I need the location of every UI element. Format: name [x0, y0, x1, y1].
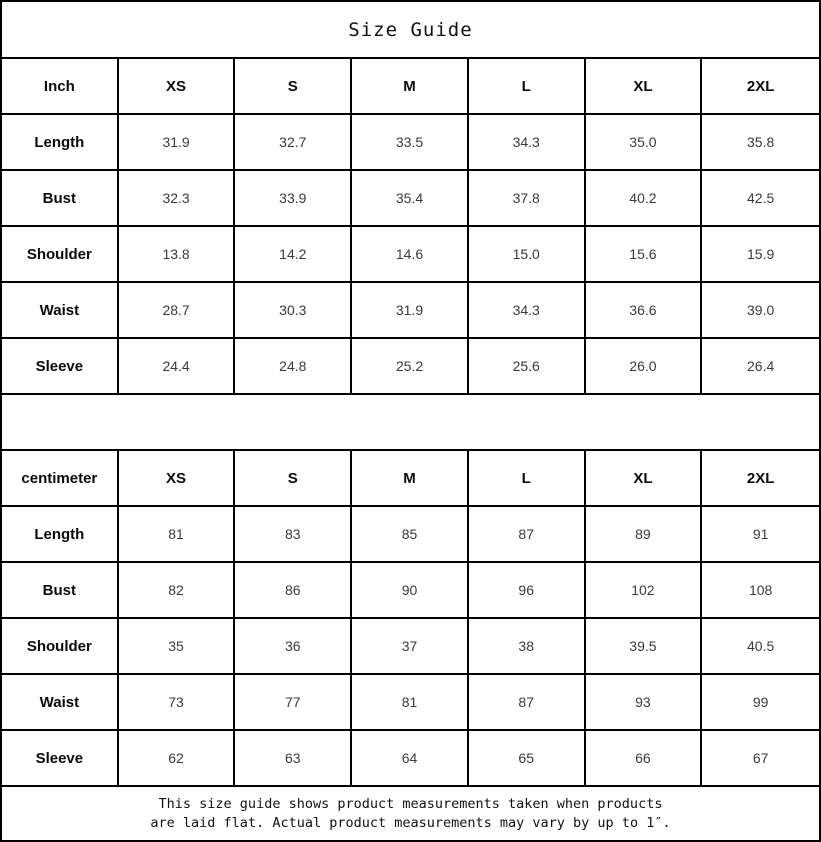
row-label-waist: Waist	[2, 283, 119, 339]
measurement-cell: 40.2	[585, 171, 703, 227]
measurement-cell: 15.0	[468, 227, 586, 283]
footer-note-line2: are laid flat. Actual product measuremen…	[150, 814, 671, 831]
measurement-cell: 14.6	[352, 227, 469, 283]
measurement-cell: 35.8	[702, 115, 819, 171]
inch-table: Inch XS S M L XL 2XL Length 31.9 32.7 33…	[2, 59, 819, 395]
measurement-cell: 35.0	[585, 115, 703, 171]
measurement-cell: 37	[352, 619, 469, 675]
measurement-cell: 89	[585, 507, 703, 563]
size-header-xs: XS	[118, 59, 236, 115]
measurement-cell: 102	[585, 563, 703, 619]
footer-note-line1: This size guide shows product measuremen…	[158, 795, 663, 812]
measurement-cell: 65	[468, 731, 586, 787]
measurement-cell: 30.3	[235, 283, 353, 339]
page-title: Size Guide	[2, 2, 819, 59]
measurement-cell: 90	[352, 563, 469, 619]
measurement-cell: 33.9	[235, 171, 353, 227]
measurement-cell: 66	[585, 731, 703, 787]
measurement-cell: 33.5	[352, 115, 469, 171]
measurement-cell: 39.0	[702, 283, 819, 339]
measurement-cell: 26.0	[585, 339, 703, 395]
size-header-m: M	[352, 451, 469, 507]
measurement-cell: 13.8	[118, 227, 236, 283]
measurement-cell: 87	[468, 507, 586, 563]
measurement-cell: 34.3	[468, 283, 586, 339]
table-spacer	[2, 395, 819, 451]
measurement-cell: 38	[468, 619, 586, 675]
measurement-cell: 15.6	[585, 227, 703, 283]
size-header-l: L	[468, 59, 586, 115]
measurement-cell: 73	[118, 675, 236, 731]
measurement-cell: 62	[118, 731, 236, 787]
size-header-s: S	[235, 451, 353, 507]
measurement-cell: 86	[235, 563, 353, 619]
measurement-cell: 67	[702, 731, 819, 787]
measurement-cell: 40.5	[702, 619, 819, 675]
measurement-cell: 108	[702, 563, 819, 619]
measurement-cell: 87	[468, 675, 586, 731]
measurement-cell: 37.8	[468, 171, 586, 227]
row-label-length: Length	[2, 115, 119, 171]
measurement-cell: 81	[352, 675, 469, 731]
measurement-cell: 42.5	[702, 171, 819, 227]
measurement-cell: 34.3	[468, 115, 586, 171]
measurement-cell: 63	[235, 731, 353, 787]
measurement-cell: 32.3	[118, 171, 236, 227]
measurement-cell: 99	[702, 675, 819, 731]
row-label-length: Length	[2, 507, 119, 563]
measurement-cell: 35.4	[352, 171, 469, 227]
row-label-shoulder: Shoulder	[2, 227, 119, 283]
size-header-m: M	[352, 59, 469, 115]
measurement-cell: 91	[702, 507, 819, 563]
size-header-l: L	[468, 451, 586, 507]
measurement-cell: 31.9	[352, 283, 469, 339]
measurement-cell: 32.7	[235, 115, 353, 171]
size-header-2xl: 2XL	[702, 451, 819, 507]
measurement-cell: 77	[235, 675, 353, 731]
centimeter-table: centimeter XS S M L XL 2XL Length 81 83 …	[2, 451, 819, 787]
row-label-sleeve: Sleeve	[2, 339, 119, 395]
row-label-bust: Bust	[2, 171, 119, 227]
measurement-cell: 85	[352, 507, 469, 563]
measurement-cell: 81	[118, 507, 236, 563]
measurement-cell: 14.2	[235, 227, 353, 283]
size-header-xs: XS	[118, 451, 236, 507]
measurement-cell: 31.9	[118, 115, 236, 171]
row-label-bust: Bust	[2, 563, 119, 619]
measurement-cell: 25.6	[468, 339, 586, 395]
size-header-xl: XL	[585, 451, 703, 507]
unit-header-centimeter: centimeter	[2, 451, 119, 507]
measurement-cell: 35	[118, 619, 236, 675]
measurement-cell: 83	[235, 507, 353, 563]
size-header-s: S	[235, 59, 353, 115]
measurement-cell: 15.9	[702, 227, 819, 283]
measurement-cell: 28.7	[118, 283, 236, 339]
measurement-cell: 25.2	[352, 339, 469, 395]
measurement-cell: 96	[468, 563, 586, 619]
measurement-cell: 82	[118, 563, 236, 619]
measurement-cell: 64	[352, 731, 469, 787]
size-header-2xl: 2XL	[702, 59, 819, 115]
footer-note: This size guide shows product measuremen…	[2, 787, 819, 840]
unit-header-inch: Inch	[2, 59, 119, 115]
measurement-cell: 39.5	[585, 619, 703, 675]
row-label-sleeve: Sleeve	[2, 731, 119, 787]
measurement-cell: 26.4	[702, 339, 819, 395]
measurement-cell: 24.8	[235, 339, 353, 395]
measurement-cell: 24.4	[118, 339, 236, 395]
measurement-cell: 36.6	[585, 283, 703, 339]
row-label-shoulder: Shoulder	[2, 619, 119, 675]
row-label-waist: Waist	[2, 675, 119, 731]
measurement-cell: 93	[585, 675, 703, 731]
measurement-cell: 36	[235, 619, 353, 675]
size-header-xl: XL	[585, 59, 703, 115]
